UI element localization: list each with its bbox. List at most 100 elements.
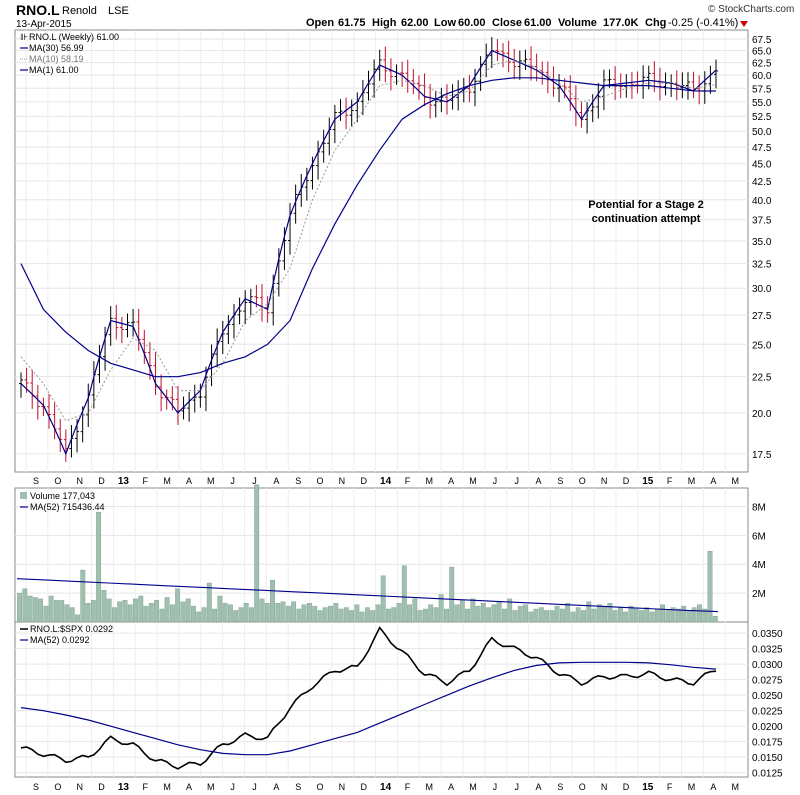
volume-bar — [612, 610, 618, 623]
volume-tick-label: 4M — [752, 560, 766, 571]
volume-bar — [306, 603, 312, 623]
price-tick-label: 60.0 — [752, 71, 772, 82]
volume-bar — [117, 601, 123, 623]
volume-bar — [212, 608, 217, 623]
relative-tick-label: 0.0225 — [752, 707, 783, 718]
price-tick-label: 40.0 — [752, 196, 772, 207]
x-tick-label: J — [514, 782, 519, 792]
price-tick-label: 30.0 — [752, 284, 772, 295]
x-tick-label: J — [252, 782, 257, 792]
price-tick-label: 22.5 — [752, 373, 772, 384]
x-tick-label: M — [163, 782, 171, 792]
high-value: 62.00 — [401, 17, 429, 29]
x-tick-label: 15 — [642, 476, 654, 487]
ohlc-bar — [248, 288, 253, 316]
volume-bar — [544, 610, 550, 623]
x-tick-label: F — [405, 476, 411, 486]
ohlc-bar — [52, 401, 57, 440]
x-tick-label: 13 — [118, 782, 130, 793]
x-tick-label: O — [579, 782, 586, 792]
volume-value: 177.0K — [603, 17, 639, 29]
volume-bar — [201, 607, 207, 623]
relative-legend: RNO.L:$SPX 0.0292 MA(52) 0.0292 — [20, 624, 113, 645]
volume-bar — [528, 611, 534, 623]
relative-tick-label: 0.0325 — [752, 645, 783, 656]
volume-bar — [238, 607, 244, 623]
volume-bar — [148, 603, 154, 623]
volume-bar — [523, 604, 528, 623]
ohlc-bar — [304, 167, 309, 201]
x-tick-label: J — [493, 476, 498, 486]
volume-bar — [596, 604, 602, 623]
x-tick-label: S — [295, 782, 301, 792]
ratio-line — [20, 626, 717, 770]
ohlc-bar — [153, 352, 158, 395]
ohlc-bar — [220, 320, 225, 355]
ohlc-bar — [366, 70, 371, 101]
ohlc-bar — [170, 386, 175, 411]
ohlc-bar — [192, 384, 197, 413]
low-value: 60.00 — [458, 17, 486, 29]
x-tick-label: A — [448, 476, 454, 486]
price-tick-label: 17.5 — [752, 450, 772, 461]
volume-legend-ma: MA(52) 715436.44 — [30, 502, 105, 512]
volume-bar — [554, 605, 560, 623]
volume-bar — [633, 608, 639, 623]
volume-bar — [649, 611, 655, 623]
ohlc-bar — [30, 369, 35, 409]
ohlc-bar — [691, 71, 696, 99]
volume-label: Volume — [558, 17, 597, 29]
x-tick-label: A — [536, 476, 542, 486]
price-tick-label: 65.0 — [752, 47, 772, 58]
x-tick-label: D — [98, 782, 105, 792]
volume-bar — [681, 605, 687, 623]
x-tick-label: M — [426, 476, 434, 486]
exchange: LSE — [108, 5, 129, 17]
x-tick-label: M — [469, 782, 477, 792]
ohlc-bar — [400, 61, 405, 87]
x-tick-label: M — [207, 782, 215, 792]
x-tick-label: M — [688, 476, 696, 486]
volume-bar — [396, 603, 402, 623]
x-tick-label: F — [667, 782, 673, 792]
x-tick-label: 14 — [380, 476, 392, 487]
x-tick-label: M — [688, 782, 696, 792]
volume-bar — [111, 607, 117, 623]
x-tick-label: J — [252, 476, 257, 486]
relative-tick-label: 0.0200 — [752, 722, 783, 733]
price-y-axis: 67.565.062.560.0 57.5 55.0 52.5 50.0 47.5 45.0… — [752, 35, 772, 461]
x-tick-label: O — [54, 782, 61, 792]
x-tick-label: 15 — [642, 782, 654, 793]
volume-bar — [617, 607, 623, 623]
price-tick-label: 62.5 — [752, 59, 772, 70]
x-tick-label: N — [339, 476, 346, 486]
x-axis-bottom: S O N D 13 F M A M J J A S O N D 14 F M A M J J A S O N D 15 F M A M — [33, 782, 739, 793]
volume-bar — [285, 605, 291, 623]
x-tick-label: D — [623, 476, 630, 486]
ohlc-bar — [260, 284, 265, 322]
volume-bar — [206, 582, 212, 623]
x-tick-label: D — [98, 476, 105, 486]
x-tick-label: A — [710, 476, 716, 486]
volume-legend: Volume 177,043 MA(52) 715436.44 — [20, 491, 105, 512]
volume-y-axis: 8M 6M 4M 2M — [752, 502, 766, 600]
volume-bar — [702, 608, 708, 623]
x-tick-label: S — [33, 476, 39, 486]
volume-bar — [496, 601, 502, 623]
open-value: 61.75 — [338, 17, 366, 29]
volume-bar — [570, 611, 576, 623]
x-tick-label: A — [448, 782, 454, 792]
ohlc-bar — [714, 59, 718, 89]
volume-bar — [386, 608, 391, 623]
volume-bar — [322, 607, 328, 623]
watermark: © StockCharts.com — [708, 4, 794, 15]
volume-bar — [575, 607, 581, 623]
volume-bar — [270, 579, 275, 623]
relative-y-axis: 0.0350 0.0325 0.0300 0.0275 0.0250 0.0225 0.02… — [752, 629, 783, 780]
ohlc-bar — [472, 68, 477, 107]
ohlc-bar — [226, 315, 231, 345]
ohlc-bar — [663, 72, 668, 96]
ohlc-bar — [187, 391, 192, 422]
relative-tick-label: 0.0250 — [752, 691, 783, 702]
ohlc-bar — [147, 342, 152, 380]
